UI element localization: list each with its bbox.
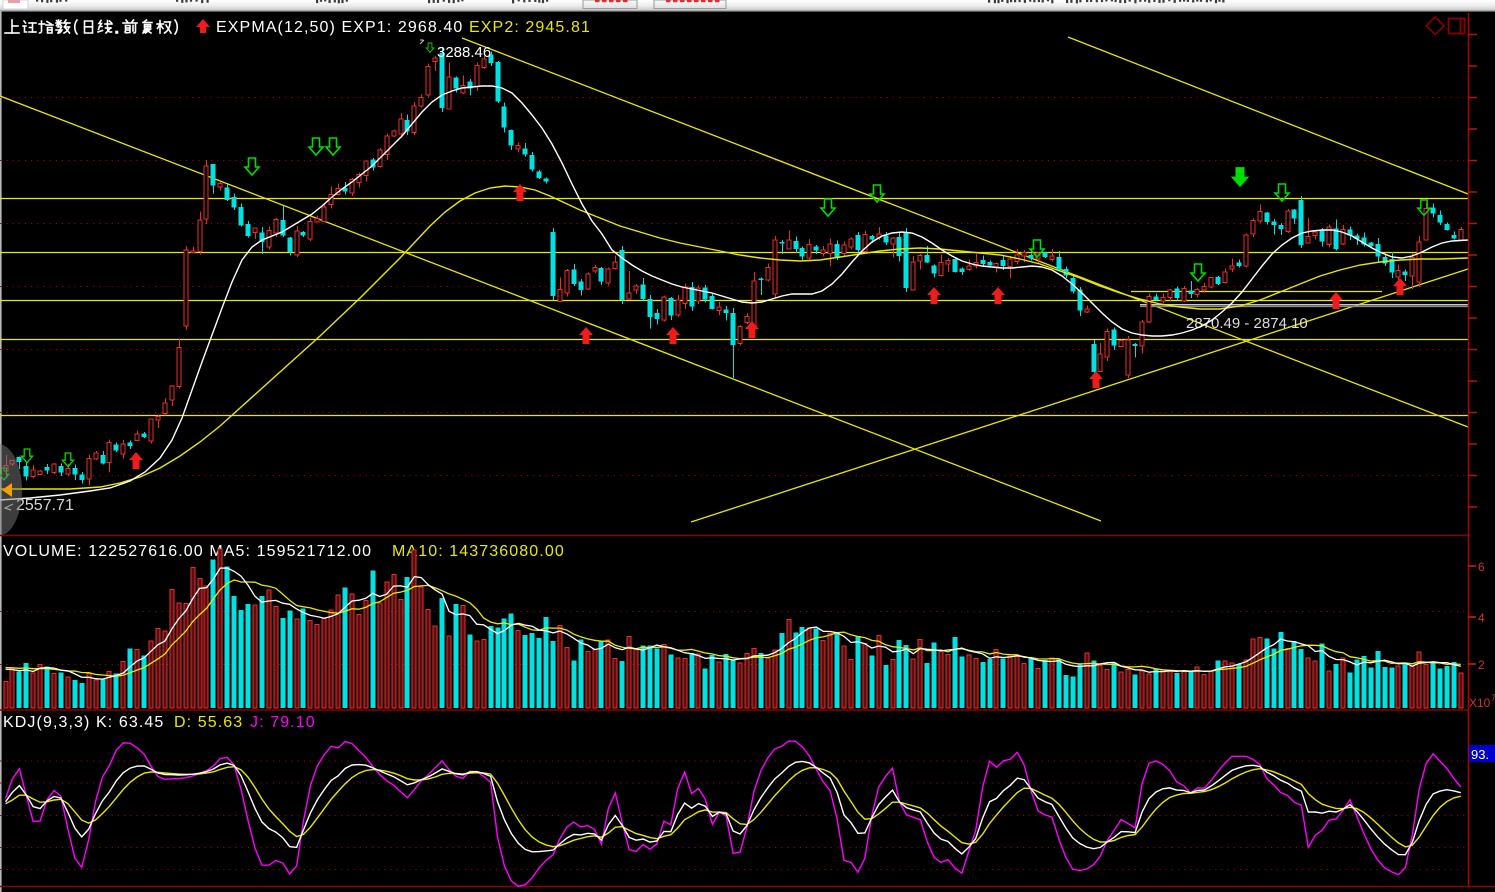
svg-text:2557.71: 2557.71 — [16, 497, 74, 514]
svg-text:D: 55.63: D: 55.63 — [174, 714, 243, 731]
svg-text:2870.49 - 2874.10: 2870.49 - 2874.10 — [1186, 315, 1308, 332]
svg-text:EXPMA(12,50) EXP1: 2968.40: EXPMA(12,50) EXP1: 2968.40 — [216, 19, 463, 36]
svg-text:X10: X10 — [1469, 696, 1491, 710]
svg-text:2: 2 — [1478, 658, 1485, 672]
svg-text:6: 6 — [1478, 560, 1485, 574]
svg-text:EXP2: 2945.81: EXP2: 2945.81 — [469, 19, 591, 36]
svg-text:MA10: 143736080.00: MA10: 143736080.00 — [392, 543, 565, 560]
svg-text:3288.46: 3288.46 — [437, 44, 491, 61]
svg-text:KDJ(9,3,3) K: 63.45: KDJ(9,3,3) K: 63.45 — [3, 714, 164, 731]
svg-text:93.: 93. — [1471, 747, 1489, 762]
svg-text:VOLUME: 122527616.00 MA5: 1595: VOLUME: 122527616.00 MA5: 159521712.00 — [3, 543, 372, 560]
svg-text:J: 79.10: J: 79.10 — [250, 714, 316, 731]
svg-text:4: 4 — [1478, 611, 1485, 625]
svg-text:7: 7 — [1491, 693, 1495, 703]
